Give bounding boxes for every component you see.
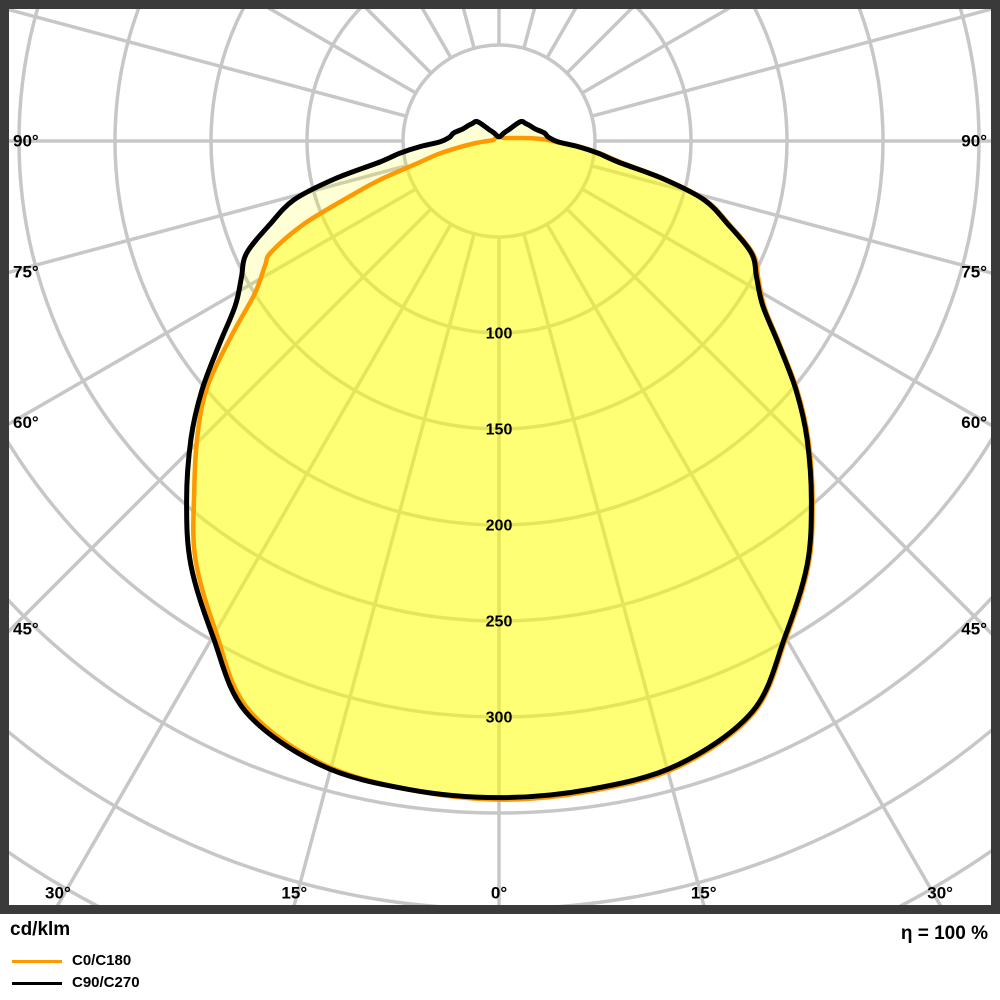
grid-radial-line — [364, 9, 433, 75]
grid-radial-line — [9, 187, 417, 426]
grid-radial-line — [9, 207, 433, 634]
angle-label-bottom: 15° — [281, 884, 307, 903]
angle-label-bottom: 30° — [927, 884, 953, 903]
grid-radial-line — [581, 187, 991, 428]
angle-label-left: 45° — [13, 620, 39, 639]
legend: C0/C180 C90/C270 — [12, 950, 140, 994]
angle-label-bottom: 0° — [491, 884, 507, 903]
legend-label-c0-c180: C0/C180 — [72, 952, 132, 969]
legend-item-c90-c270: C90/C270 — [12, 972, 140, 994]
radial-tick-label: 300 — [486, 710, 513, 727]
radial-tick-label: 150 — [486, 422, 513, 439]
chart-border — [0, 0, 1000, 914]
angle-label-left: 90° — [13, 132, 39, 151]
angle-label-bottom: 30° — [45, 884, 71, 903]
grid-radial-line — [565, 207, 991, 636]
radial-tick-label: 250 — [486, 614, 513, 631]
angle-label-left: 75° — [13, 262, 39, 281]
angle-label-right: 75° — [961, 262, 987, 281]
grid-radial-line — [522, 233, 706, 905]
legend-line-swatch-c90-c270 — [12, 981, 62, 985]
legend-item-c0-c180: C0/C180 — [12, 950, 140, 972]
efficiency-label: η = 100 % — [900, 923, 988, 944]
angle-label-right: 45° — [961, 620, 987, 639]
curve-fill-c90-c270 — [186, 121, 812, 798]
angle-label-bottom: 15° — [691, 884, 717, 903]
angle-label-left: 60° — [13, 413, 39, 432]
angle-label-right: 90° — [961, 132, 987, 151]
grid-radial-line — [591, 164, 991, 275]
grid-radial-line — [545, 223, 943, 905]
grid-radial-line — [9, 164, 407, 275]
grid-radial-line — [9, 9, 407, 118]
legend-label-c90-c270: C90/C270 — [72, 974, 140, 991]
radial-tick-label: 200 — [486, 518, 513, 535]
grid-radial-line — [292, 233, 476, 905]
curve-c90-c270 — [184, 118, 814, 801]
angle-label-right: 60° — [961, 413, 987, 432]
radial-tick-label: 100 — [486, 326, 513, 343]
grid-radial-line — [55, 223, 453, 905]
grid-radial-line — [591, 9, 991, 118]
curve-fill-c0-c180 — [193, 136, 813, 800]
unit-label: cd/klm — [10, 919, 71, 940]
grid-radial-line — [565, 9, 634, 75]
legend-line-swatch-c0-c180 — [12, 959, 62, 963]
